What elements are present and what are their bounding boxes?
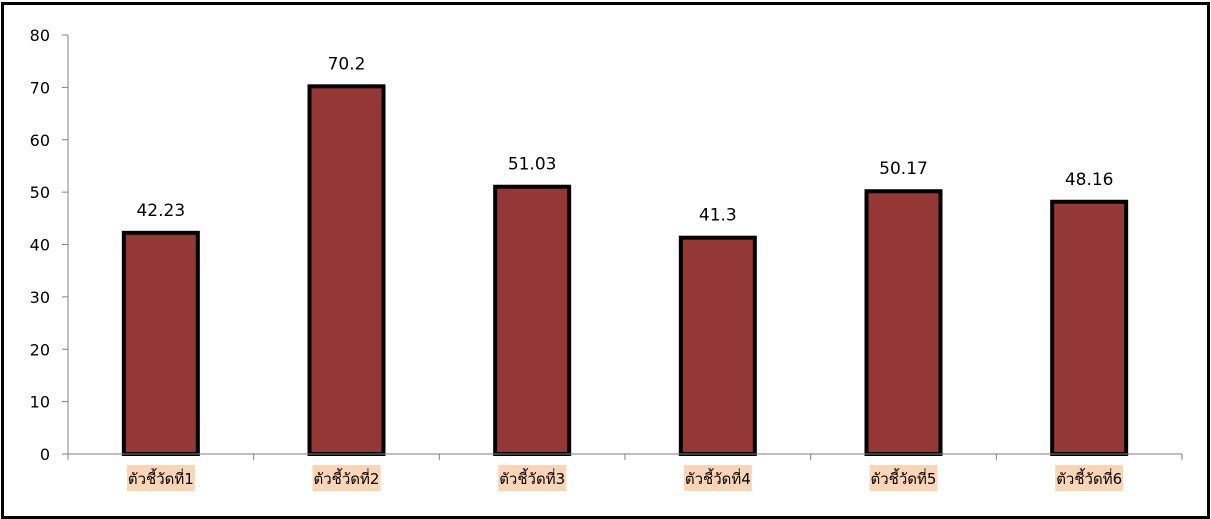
bar-series (121, 84, 1129, 456)
y-tick-label: 10 (30, 393, 50, 412)
category-label-highlight (869, 465, 938, 491)
category-label: ตัวชี้วัดที่2 (314, 468, 380, 488)
data-label: 50.17 (879, 159, 928, 179)
category-label-highlight (126, 465, 195, 491)
bar (307, 84, 386, 456)
bar (1050, 199, 1129, 456)
y-tick-label: 70 (30, 78, 50, 97)
bar (864, 189, 943, 456)
y-axis-ticks: 0 10 20 30 40 50 60 70 80 (30, 26, 68, 464)
y-tick-label: 20 (30, 340, 50, 359)
y-tick-label: 40 (30, 236, 50, 255)
x-axis-categories: ตัวชี้วัดที่1 ตัวชี้วัดที่2 ตัวชี้วัดที่3 ต… (67, 454, 1183, 491)
data-label: 41.3 (699, 206, 737, 226)
data-label: 51.03 (508, 155, 557, 175)
y-tick-label: 60 (30, 131, 50, 150)
y-tick-label: 50 (30, 183, 50, 202)
y-tick-label: 0 (40, 445, 50, 464)
category-label-highlight (312, 465, 381, 491)
category-label: ตัวชี้วัดที่1 (128, 468, 194, 488)
bar-chart: 0 10 20 30 40 50 60 70 80 42.23 70.2 51.03 41.3 50.1… (30, 26, 1183, 491)
category-label: ตัวชี้วัดที่3 (499, 468, 565, 488)
data-label: 70.2 (328, 54, 366, 74)
category-label: ตัวชี้วัดที่4 (685, 468, 751, 488)
category-label: ตัวชี้วัดที่5 (871, 468, 937, 488)
category-label-highlight (1055, 465, 1124, 491)
data-labels: 42.23 70.2 51.03 41.3 50.17 48.16 (136, 54, 1113, 225)
bar (493, 184, 572, 456)
bar (121, 230, 200, 456)
data-label: 48.16 (1065, 170, 1114, 190)
data-label: 42.23 (136, 201, 185, 221)
y-tick-label: 30 (30, 288, 50, 307)
category-label-highlight (683, 465, 752, 491)
category-label: ตัวชี้วัดที่6 (1056, 468, 1122, 488)
category-label-highlight (498, 465, 567, 491)
bar (678, 235, 757, 456)
y-tick-label: 80 (30, 26, 50, 45)
